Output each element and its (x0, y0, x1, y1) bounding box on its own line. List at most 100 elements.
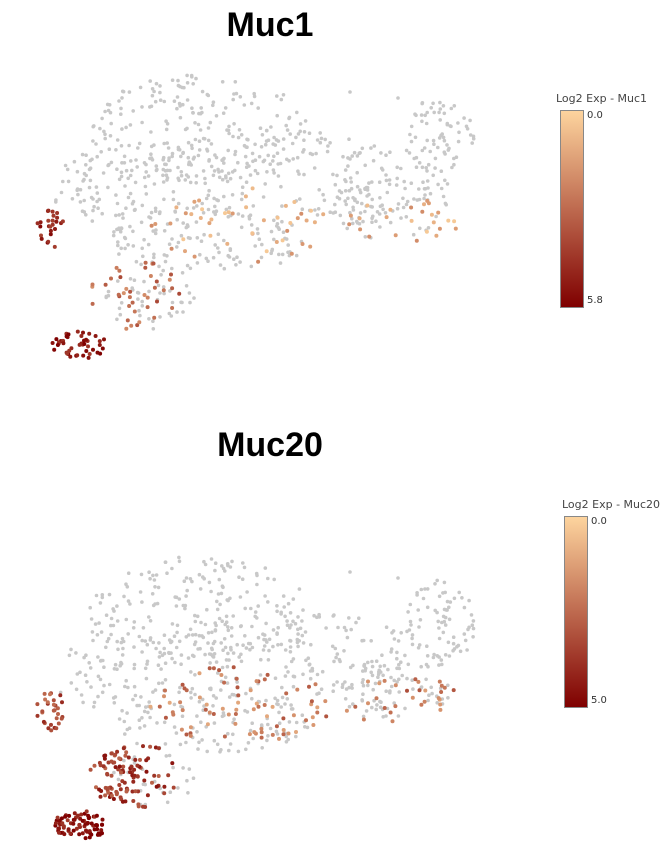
cell-point (175, 630, 179, 635)
expressing-cell-point (114, 792, 119, 797)
cell-point (167, 242, 172, 246)
expressing-cell-point (67, 813, 72, 818)
cell-point (128, 191, 133, 196)
cell-point (253, 168, 258, 173)
expressing-cell-point (230, 211, 235, 216)
cell-point (78, 200, 83, 204)
expressing-cell-point (77, 823, 82, 828)
cell-point (85, 680, 89, 684)
expressing-cell-point (55, 706, 60, 711)
expressing-cell-point (82, 342, 87, 346)
cell-point (178, 115, 183, 120)
cell-point (54, 200, 58, 204)
expressing-cell-point (55, 815, 60, 820)
cell-point (94, 593, 99, 598)
cell-point (157, 681, 161, 686)
cell-point (185, 778, 189, 783)
cell-point (396, 639, 401, 643)
cell-point (111, 233, 116, 238)
cell-point (209, 589, 213, 594)
cell-point (142, 237, 146, 242)
cell-point (298, 122, 303, 126)
cell-point (390, 631, 394, 635)
cell-point (255, 227, 260, 231)
cell-point (177, 639, 182, 644)
cell-point (445, 121, 450, 126)
cell-point (320, 669, 325, 674)
cell-point (339, 190, 344, 195)
cell-point (214, 660, 219, 664)
cell-point (377, 180, 382, 184)
cell-point (163, 678, 168, 682)
cell-point (395, 656, 399, 661)
cell-point (362, 663, 366, 668)
cell-point (271, 142, 276, 146)
cell-point (415, 591, 419, 595)
cell-point (442, 111, 447, 116)
cell-point (164, 754, 169, 758)
cell-point (291, 619, 295, 624)
cell-point (180, 714, 185, 718)
cell-point (262, 644, 267, 648)
expressing-cell-point (117, 783, 122, 787)
cell-point (410, 678, 415, 682)
cell-point (412, 197, 416, 201)
cell-point (375, 703, 379, 707)
cell-point (220, 177, 225, 182)
cell-point (375, 210, 380, 214)
cell-point (153, 688, 158, 692)
cell-point (235, 680, 239, 684)
expressing-cell-point (135, 774, 140, 779)
cell-point (434, 214, 438, 219)
cell-point (189, 73, 194, 78)
cell-point (182, 85, 186, 90)
cell-point (266, 153, 271, 158)
expressing-cell-point (251, 707, 256, 712)
cell-point (288, 645, 293, 649)
expressing-cell-point (170, 761, 175, 766)
cell-point (226, 171, 231, 176)
cell-point (115, 317, 119, 322)
expressing-cell-point (451, 688, 456, 693)
cell-point (314, 151, 318, 156)
expressing-cell-point (382, 678, 387, 683)
cell-point (226, 731, 230, 736)
expressing-cell-point (90, 301, 95, 306)
cell-point (109, 623, 113, 628)
cell-point (240, 191, 245, 196)
cell-point (152, 182, 157, 186)
cell-point (120, 212, 125, 216)
cell-point (355, 200, 360, 205)
cell-point (132, 666, 136, 671)
cell-point (446, 640, 451, 645)
expressing-cell-point (154, 279, 159, 284)
expressing-cell-point (300, 242, 305, 246)
cell-point (181, 102, 185, 107)
cell-point (281, 137, 286, 141)
cell-point (184, 594, 188, 598)
cell-point (337, 196, 342, 201)
cell-point (351, 663, 355, 668)
cell-point (238, 595, 243, 599)
expressing-cell-point (97, 339, 102, 344)
cell-point (90, 219, 95, 223)
expressing-cell-point (177, 291, 182, 296)
cell-point (229, 626, 234, 630)
cell-point (157, 655, 162, 659)
expressing-cell-point (236, 700, 241, 705)
cell-point (437, 663, 441, 667)
cell-point (112, 667, 117, 671)
cell-point (422, 196, 426, 201)
cell-point (396, 96, 400, 100)
expressing-cell-point (117, 268, 122, 273)
cell-point (412, 156, 417, 161)
cell-point (210, 630, 214, 635)
cell-point (463, 638, 468, 643)
expressing-cell-point (261, 218, 266, 223)
cell-point (207, 652, 212, 656)
expressing-cell-point (250, 186, 255, 191)
cell-point (179, 662, 183, 666)
cell-point (370, 705, 374, 710)
cell-point (302, 172, 306, 177)
cell-point (281, 594, 286, 598)
